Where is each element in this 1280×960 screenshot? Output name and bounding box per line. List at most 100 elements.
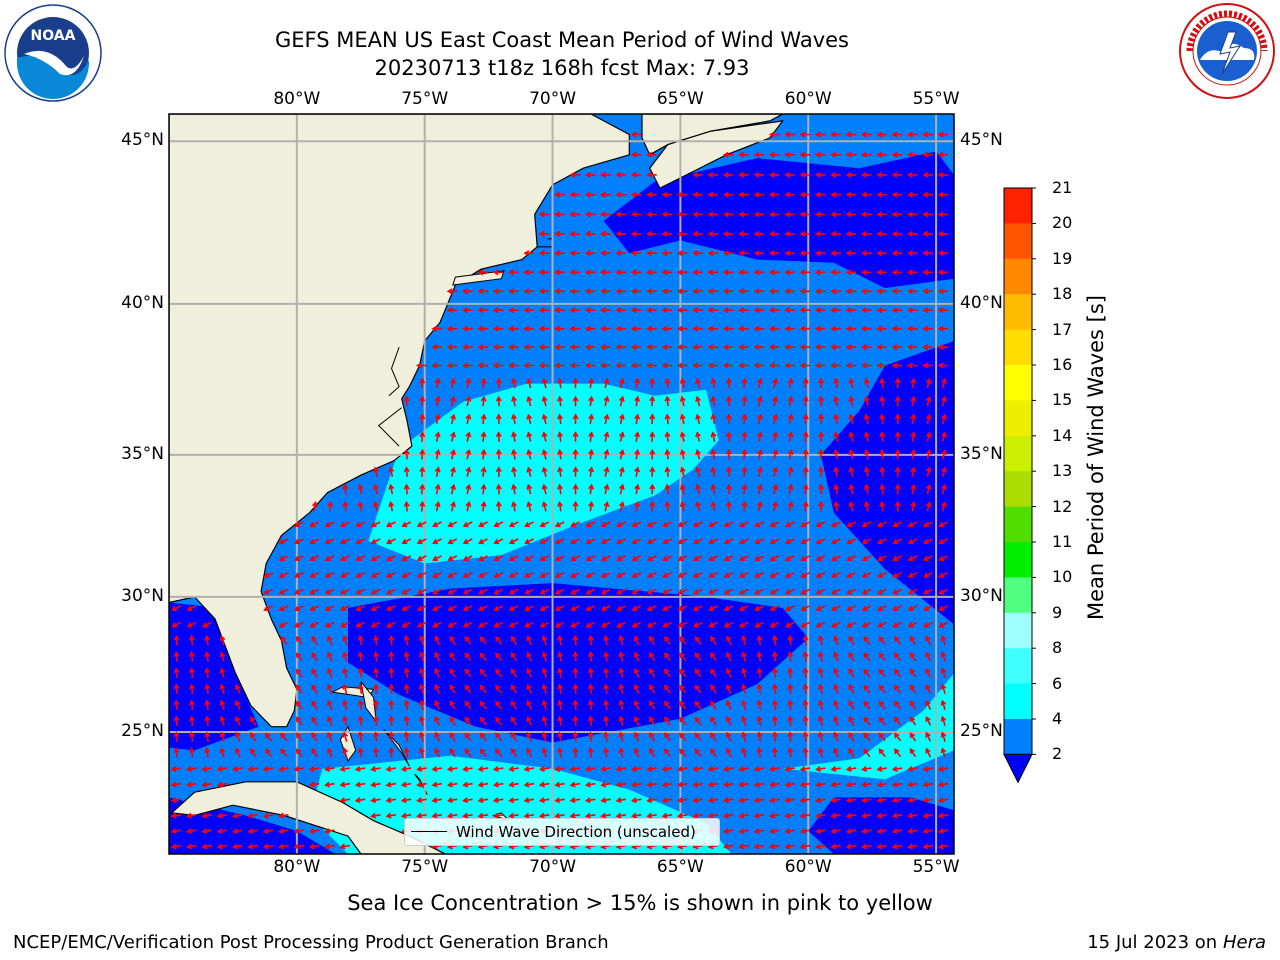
wind-wave-arrow [802, 651, 809, 662]
wind-wave-arrow [937, 325, 949, 332]
wind-wave-arrow [311, 635, 318, 646]
wind-wave-arrow [876, 151, 887, 158]
wind-wave-arrow [863, 668, 871, 678]
wind-wave-arrow [769, 843, 780, 850]
wind-wave-arrow [772, 448, 779, 460]
tick-label: 65°W [656, 89, 704, 109]
wind-wave-arrow [554, 538, 565, 545]
wind-wave-arrow [676, 797, 688, 804]
wind-wave-arrow [495, 748, 503, 758]
wind-wave-arrow [370, 781, 381, 788]
wind-wave-arrow [372, 466, 379, 477]
wind-wave-arrow [554, 230, 565, 237]
wind-wave-arrow [831, 621, 841, 628]
wind-wave-arrow [845, 191, 857, 198]
noaa-logo-text: NOAA [31, 28, 76, 44]
wind-wave-arrow [587, 747, 594, 758]
high-period-region-0 [368, 383, 719, 564]
wind-wave-arrow [342, 483, 349, 495]
wind-wave-arrow [909, 684, 917, 694]
wind-wave-arrow [876, 250, 887, 257]
wind-wave-arrow [768, 288, 780, 295]
wind-wave-arrow [863, 395, 870, 407]
wind-wave-arrow [646, 288, 657, 295]
wind-wave-arrow [631, 555, 642, 562]
colorbar-title: Mean Period of Wind Waves [s] [1084, 295, 1108, 620]
wind-wave-arrow [784, 131, 795, 138]
wind-wave-arrow [479, 716, 487, 726]
wind-wave-arrow [725, 395, 732, 407]
wind-wave-arrow [263, 571, 274, 578]
wind-wave-arrow [694, 668, 702, 678]
wind-wave-arrow [603, 651, 610, 662]
wind-wave-arrow [738, 250, 749, 257]
tick-label: 80°W [273, 857, 321, 877]
wind-wave-arrow [894, 668, 902, 678]
wind-wave-arrow [677, 621, 688, 628]
wind-wave-arrow [385, 797, 397, 804]
wind-wave-arrow [846, 521, 857, 528]
wind-wave-arrow [925, 431, 932, 442]
wind-wave-arrow [510, 732, 518, 742]
wind-wave-arrow [799, 191, 811, 198]
wind-wave-arrow [541, 395, 548, 407]
wind-wave-arrow [784, 362, 795, 369]
wind-wave-arrow [388, 483, 395, 495]
wind-wave-arrow [768, 307, 780, 314]
wind-wave-arrow [738, 211, 749, 218]
wind-wave-arrow [511, 483, 517, 495]
wind-wave-arrow [891, 325, 903, 332]
wind-wave-arrow [295, 732, 303, 742]
wind-wave-arrow [738, 362, 749, 369]
wind-wave-arrow [633, 699, 640, 710]
wind-wave-arrow [434, 683, 441, 694]
wind-wave-arrow [891, 131, 903, 138]
wind-wave-arrow [784, 812, 795, 819]
wind-wave-arrow [679, 413, 686, 425]
wind-wave-arrow [661, 344, 673, 351]
wind-wave-arrow [923, 621, 933, 628]
wind-wave-arrow [311, 732, 318, 742]
wind-wave-arrow [679, 483, 686, 495]
wind-wave-arrow [416, 621, 427, 628]
wind-wave-arrow [204, 651, 211, 662]
wind-wave-arrow [938, 621, 949, 628]
wind-wave-arrow [294, 605, 304, 612]
wind-wave-arrow [403, 731, 410, 742]
wind-wave-arrow [646, 538, 657, 545]
wind-wave-arrow [508, 588, 519, 595]
wind-wave-arrow [892, 588, 903, 595]
wind-wave-arrow [250, 716, 257, 726]
wind-wave-arrow [861, 191, 872, 198]
wind-wave-arrow [326, 699, 333, 710]
wind-wave-arrow [495, 732, 503, 742]
wind-wave-arrow [569, 211, 581, 218]
wind-wave-arrow [493, 555, 504, 562]
wind-wave-arrow [845, 230, 857, 237]
wind-wave-arrow [769, 571, 780, 578]
wind-wave-arrow [861, 521, 872, 528]
wind-wave-arrow [679, 684, 687, 694]
wind-wave-arrow [450, 431, 456, 442]
wind-wave-arrow [173, 683, 180, 694]
wind-wave-arrow [373, 683, 380, 694]
wind-wave-arrow [695, 483, 701, 495]
wind-wave-arrow [845, 171, 857, 178]
wind-wave-arrow [526, 413, 533, 425]
wind-wave-arrow [769, 621, 780, 628]
wind-wave-arrow [603, 747, 610, 758]
wind-wave-arrow [725, 715, 732, 726]
wind-wave-arrow [677, 555, 688, 562]
wind-wave-arrow [340, 521, 350, 528]
wind-wave-arrow [649, 466, 656, 477]
wind-wave-arrow [861, 344, 872, 351]
wind-wave-arrow [585, 555, 596, 562]
wind-wave-arrow [462, 307, 473, 314]
wind-wave-arrow [294, 621, 304, 628]
wind-wave-arrow [741, 651, 747, 662]
wind-wave-arrow [447, 538, 458, 545]
wind-wave-arrow [923, 538, 933, 545]
colorbar-tick-label: 20 [1052, 213, 1073, 233]
wind-wave-arrow [817, 699, 824, 710]
wind-wave-arrow [447, 555, 458, 562]
